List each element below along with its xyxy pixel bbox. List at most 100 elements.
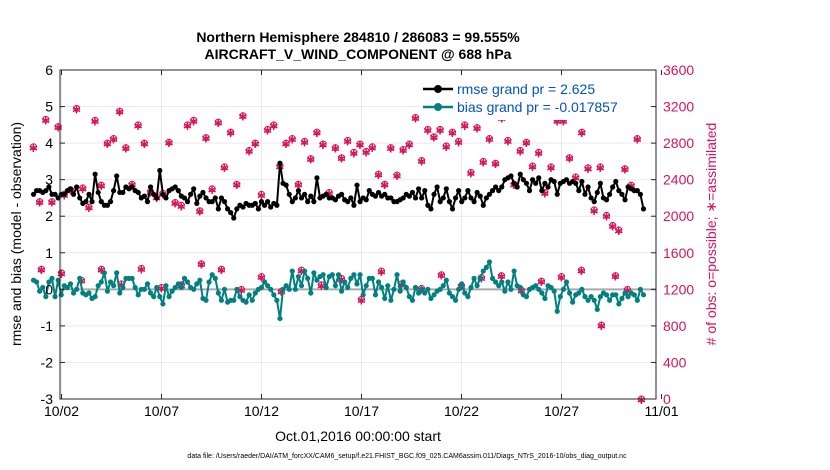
obs-assimilated-marker: ∗ — [502, 133, 513, 148]
y-axis-label: rmse and bias (model - observation) — [8, 122, 24, 346]
obs-possible-marker — [282, 139, 290, 147]
rmse-point — [345, 199, 351, 205]
obs-assimilated-marker: ∗ — [607, 218, 618, 233]
rmse-point — [462, 195, 468, 201]
rmse-point — [474, 189, 480, 196]
obs-assimilated-marker: ∗ — [53, 120, 64, 135]
rmse-point — [533, 180, 539, 186]
rmse-point — [419, 195, 425, 201]
bias-point — [616, 301, 622, 307]
obs-possible-marker — [538, 277, 545, 285]
obs-assimilated-marker: ∗ — [256, 270, 267, 285]
rmse-point — [613, 178, 619, 185]
bias-point — [237, 294, 243, 300]
obs-assimilated-marker: ∗ — [533, 145, 544, 160]
bias-point — [203, 297, 209, 303]
rmse-point — [425, 202, 431, 208]
rmse-point — [459, 199, 465, 205]
obs-assimilated-marker: ∗ — [299, 134, 310, 149]
obs-assimilated-marker: ∗ — [170, 196, 181, 211]
rmse-point — [295, 188, 302, 194]
obs-assimilated-marker: ∗ — [459, 118, 470, 133]
rmse-point — [563, 177, 570, 183]
obs-assimilated-marker: ∗ — [71, 101, 82, 116]
bias-point — [372, 292, 379, 298]
rmse-point — [311, 199, 317, 205]
bias-point — [221, 286, 228, 292]
rmse-point — [74, 184, 80, 190]
obs-possible-marker — [596, 163, 604, 171]
obs-possible-marker — [412, 114, 420, 122]
rmse-point — [218, 195, 225, 201]
obs-possible-marker — [547, 163, 555, 171]
bias-point — [480, 268, 486, 274]
bias-point — [154, 284, 160, 291]
rmse-point — [203, 195, 209, 201]
rmse-point — [468, 195, 474, 201]
bias-point — [64, 284, 70, 291]
rmse-point — [409, 189, 416, 196]
obs-possible-marker — [288, 135, 296, 143]
rmse-point — [283, 182, 289, 188]
bias-point — [440, 283, 446, 289]
bias-point — [489, 275, 496, 281]
bias-point — [342, 279, 348, 285]
obs-possible-marker — [301, 137, 309, 145]
bias-point — [117, 290, 123, 296]
rmse-point — [640, 206, 647, 212]
obs-assimilated-marker: ∗ — [276, 284, 287, 299]
y-tick-label: 3 — [45, 172, 53, 188]
obs-possible-marker — [492, 159, 500, 167]
obs-assimilated-marker: ∗ — [96, 178, 107, 193]
obs-possible-marker — [38, 265, 45, 273]
rmse-point — [597, 180, 603, 186]
bias-point — [465, 294, 471, 300]
bias-point — [425, 286, 431, 292]
bias-point — [607, 297, 613, 303]
bias-point — [369, 275, 375, 281]
rmse-point — [172, 184, 178, 190]
bias-point — [129, 275, 135, 281]
y2-tick-label: 400 — [663, 354, 687, 370]
obs-possible-marker — [621, 165, 629, 173]
bias-point — [631, 292, 637, 298]
bias-point — [634, 297, 640, 303]
bias-point — [459, 281, 465, 287]
obs-possible-marker — [430, 133, 438, 141]
obs-possible-marker — [196, 207, 204, 215]
obs-assimilated-marker: ∗ — [342, 133, 353, 148]
bias-point — [280, 286, 286, 292]
rmse-point — [542, 180, 548, 186]
obs-possible-marker — [294, 180, 302, 188]
bias-point — [231, 297, 237, 303]
obs-assimilated-marker: ∗ — [231, 177, 242, 192]
rmse-point — [286, 191, 292, 197]
obs-possible-marker — [378, 267, 385, 275]
obs-assimilated-marker: ∗ — [355, 137, 366, 152]
obs-assimilated-marker: ∗ — [356, 292, 367, 307]
obs-assimilated-marker: ∗ — [379, 177, 390, 192]
obs-possible-marker — [375, 170, 383, 178]
bias-point — [483, 264, 489, 270]
obs-assimilated-marker: ∗ — [490, 156, 501, 171]
obs-assimilated-marker: ∗ — [268, 118, 279, 133]
obs-possible-marker — [79, 184, 87, 192]
obs-assimilated-marker: ∗ — [77, 181, 88, 196]
rmse-point — [224, 206, 231, 212]
obs-assimilated-marker: ∗ — [36, 262, 47, 277]
obs-possible-marker — [590, 206, 598, 214]
obs-possible-marker — [405, 140, 413, 148]
obs-assimilated-marker: ∗ — [311, 125, 322, 140]
bias-point — [197, 277, 203, 283]
bias-point — [502, 288, 508, 294]
obs-assimilated-marker: ∗ — [34, 195, 45, 210]
obs-assimilated-marker: ∗ — [367, 140, 378, 155]
rmse-point — [92, 171, 98, 177]
bias-point — [332, 283, 339, 289]
legend-rmse-marker — [434, 85, 442, 93]
obs-assimilated-marker: ∗ — [348, 145, 359, 160]
bias-point — [412, 284, 419, 291]
obs-assimilated-marker: ∗ — [76, 273, 87, 288]
bias-point — [400, 279, 406, 285]
obs-possible-marker — [318, 281, 325, 289]
